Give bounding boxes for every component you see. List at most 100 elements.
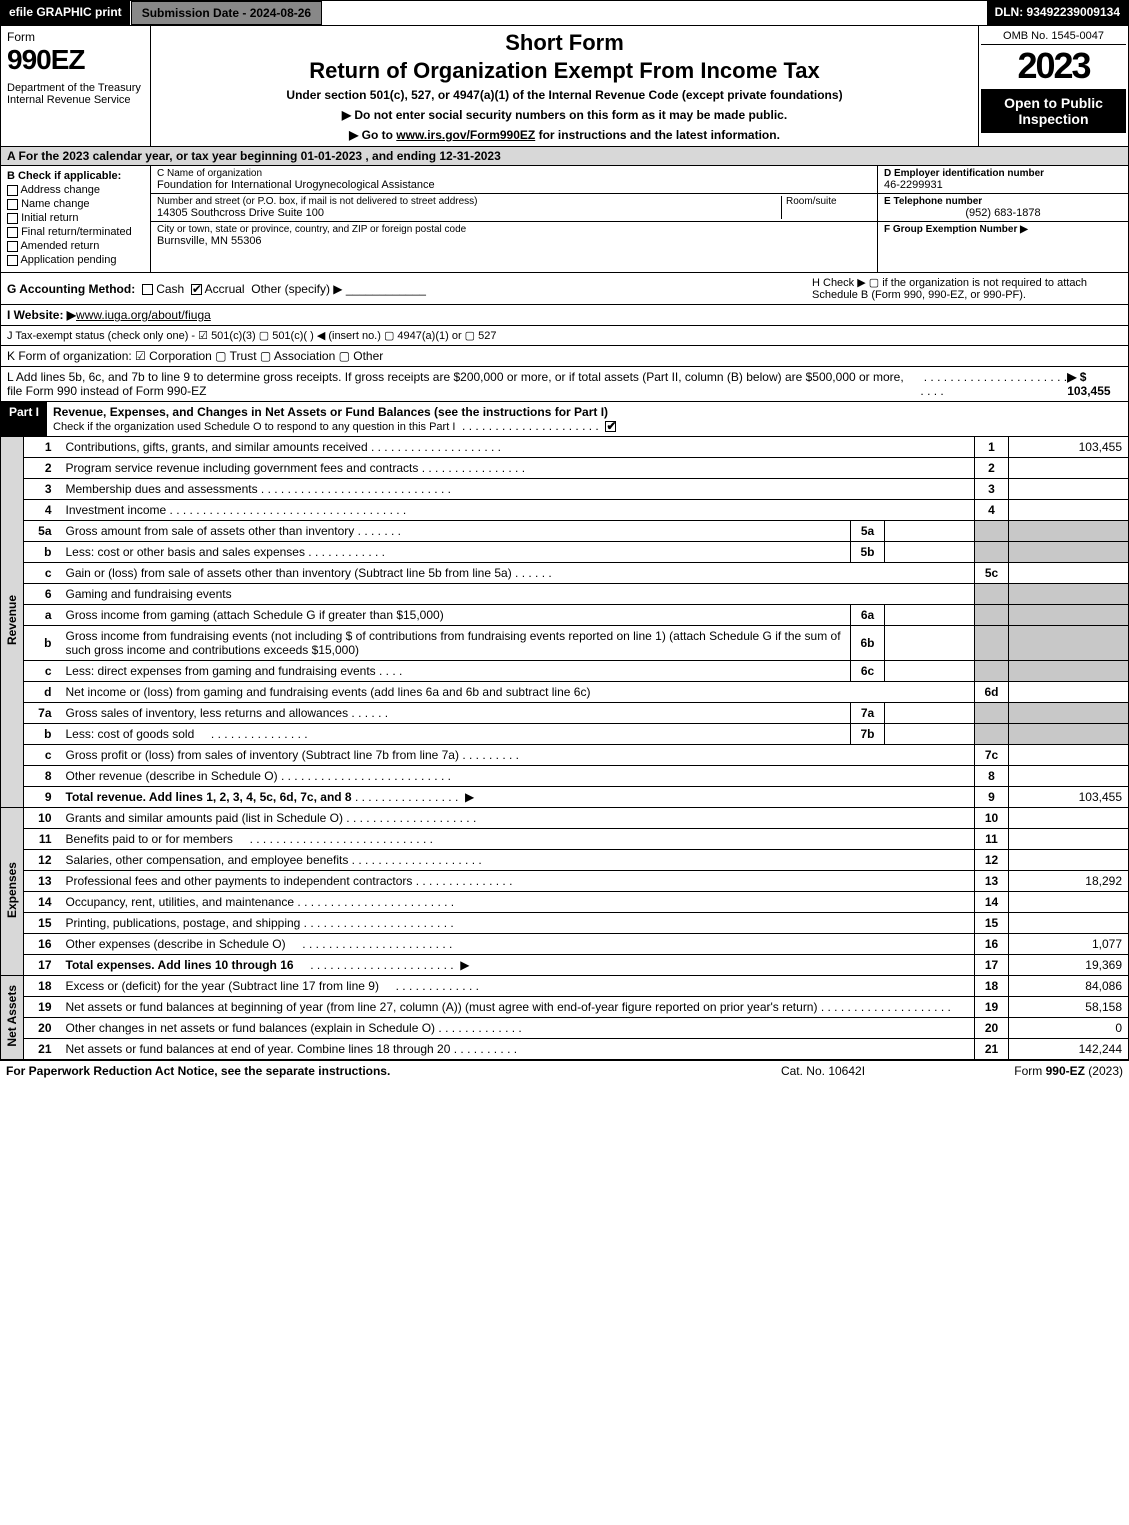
line-val: [1009, 479, 1129, 500]
line-num: 14: [975, 892, 1009, 913]
room-suite-label: Room/suite: [786, 196, 871, 207]
other-label: Other (specify) ▶: [251, 282, 342, 296]
shaded-cell: [1009, 626, 1129, 661]
sub-line-val: [885, 521, 975, 542]
line-desc: Investment income . . . . . . . . . . . …: [62, 500, 975, 521]
short-form-title: Short Form: [157, 30, 972, 56]
checkbox-icon[interactable]: [7, 227, 18, 238]
line-desc: Gross amount from sale of assets other t…: [62, 521, 851, 542]
shaded-cell: [975, 521, 1009, 542]
line-val: [1009, 829, 1129, 850]
department-label: Department of the Treasury Internal Reve…: [7, 82, 144, 106]
line-num: 10: [975, 808, 1009, 829]
checkbox-icon[interactable]: [191, 284, 202, 295]
address-label: Number and street (or P.O. box, if mail …: [157, 196, 781, 207]
chk-name-change: Name change: [7, 198, 144, 210]
checkbox-icon[interactable]: [7, 213, 18, 224]
line-val: [1009, 458, 1129, 479]
line-val: 18,292: [1009, 871, 1129, 892]
line-no: 2: [24, 458, 62, 479]
line-num: 9: [975, 787, 1009, 808]
line-val: 0: [1009, 1018, 1129, 1039]
line-no: a: [24, 605, 62, 626]
accrual-label: Accrual: [205, 282, 245, 296]
line-no: 8: [24, 766, 62, 787]
chk-label: Final return/terminated: [21, 226, 132, 238]
org-name-label: C Name of organization: [157, 168, 871, 179]
dln-label: DLN: 93492239009134: [987, 1, 1128, 25]
line-val: [1009, 682, 1129, 703]
form-ref-bold: 990-EZ: [1046, 1064, 1085, 1078]
line-desc: Net assets or fund balances at beginning…: [62, 997, 975, 1018]
line-no: 13: [24, 871, 62, 892]
box-c: C Name of organization Foundation for In…: [151, 166, 878, 272]
efile-print-button[interactable]: efile GRAPHIC print: [1, 1, 131, 25]
line-desc: Gross profit or (loss) from sales of inv…: [62, 745, 975, 766]
boxes-d-e-f: D Employer identification number 46-2299…: [878, 166, 1128, 272]
netassets-section-label: Net Assets: [1, 976, 24, 1060]
website-value[interactable]: www.iuga.org/about/fiuga: [76, 308, 211, 322]
checkbox-icon[interactable]: [7, 255, 18, 266]
row-h: H Check ▶ ▢ if the organization is not r…: [802, 276, 1122, 301]
line-no: 4: [24, 500, 62, 521]
chk-label: Address change: [20, 184, 100, 196]
shaded-cell: [1009, 521, 1129, 542]
shaded-cell: [975, 605, 1009, 626]
line-no: b: [24, 724, 62, 745]
tax-year: 2023: [981, 45, 1126, 87]
ein-label: D Employer identification number: [884, 168, 1122, 179]
line-num: 12: [975, 850, 1009, 871]
sub-line-val: [885, 626, 975, 661]
sub-line-no: 5b: [851, 542, 885, 563]
sub-line-no: 6a: [851, 605, 885, 626]
part-1-title: Revenue, Expenses, and Changes in Net As…: [47, 402, 1128, 436]
chk-label: Name change: [21, 198, 90, 210]
form-title: Return of Organization Exempt From Incom…: [157, 58, 972, 84]
part-1-check-note: Check if the organization used Schedule …: [53, 421, 455, 433]
shaded-cell: [975, 703, 1009, 724]
note2-post: for instructions and the latest informat…: [535, 128, 780, 142]
checkbox-icon[interactable]: [7, 241, 18, 252]
sub-line-val: [885, 661, 975, 682]
arrow-icon: ▶: [465, 790, 474, 804]
line-num: 15: [975, 913, 1009, 934]
shaded-cell: [1009, 661, 1129, 682]
sub-line-no: 6c: [851, 661, 885, 682]
line-no: c: [24, 745, 62, 766]
line-num: 6d: [975, 682, 1009, 703]
line-num: 21: [975, 1039, 1009, 1060]
line-desc: Benefits paid to or for members . . . . …: [62, 829, 975, 850]
checkbox-icon[interactable]: [7, 199, 18, 210]
line-no: 19: [24, 997, 62, 1018]
line-desc: Total expenses. Add lines 10 through 16 …: [62, 955, 975, 976]
line-val: 103,455: [1009, 437, 1129, 458]
phone-value: (952) 683-1878: [884, 207, 1122, 219]
checkbox-icon[interactable]: [142, 284, 153, 295]
line-desc: Gross income from gaming (attach Schedul…: [62, 605, 851, 626]
form-word: Form: [7, 30, 144, 44]
line-no: c: [24, 661, 62, 682]
line-num: 13: [975, 871, 1009, 892]
line-no: d: [24, 682, 62, 703]
part-1-title-text: Revenue, Expenses, and Changes in Net As…: [53, 405, 608, 419]
shaded-cell: [975, 626, 1009, 661]
row-g-h: G Accounting Method: Cash Accrual Other …: [0, 273, 1129, 305]
line-num: 3: [975, 479, 1009, 500]
shaded-cell: [1009, 584, 1129, 605]
checkbox-icon[interactable]: [7, 185, 18, 196]
sub-line-no: 6b: [851, 626, 885, 661]
checkbox-icon[interactable]: [605, 421, 616, 432]
shaded-cell: [975, 661, 1009, 682]
line-val: 1,077: [1009, 934, 1129, 955]
line-num: 17: [975, 955, 1009, 976]
instructions-link[interactable]: www.irs.gov/Form990EZ: [396, 128, 535, 142]
form-subtitle: Under section 501(c), 527, or 4947(a)(1)…: [157, 88, 972, 102]
row-k-form-of-org: K Form of organization: ☑ Corporation ▢ …: [0, 346, 1129, 367]
city-label: City or town, state or province, country…: [157, 224, 871, 235]
line-num: 1: [975, 437, 1009, 458]
shaded-cell: [975, 724, 1009, 745]
cash-label: Cash: [156, 282, 184, 296]
line-num: 2: [975, 458, 1009, 479]
row-l-gross-receipts: L Add lines 5b, 6c, and 7b to line 9 to …: [0, 367, 1129, 402]
form-ref-pre: Form: [1014, 1064, 1045, 1078]
